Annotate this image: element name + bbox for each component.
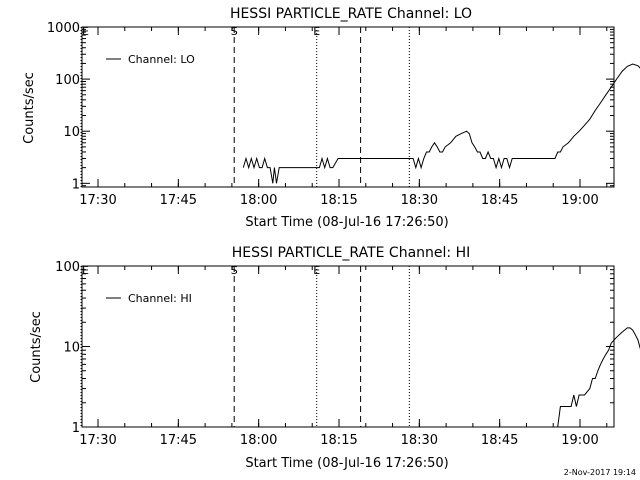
- bottom-x-tick-label: 17:45: [160, 433, 197, 448]
- top-x-tick-label: 19:00: [561, 193, 598, 208]
- top-plot-frame: [81, 26, 615, 188]
- top-x-tick-label: 18:30: [401, 193, 438, 208]
- top-chart-ylabel: Counts/sec: [22, 72, 37, 144]
- top-x-tick-label: 18:45: [481, 193, 518, 208]
- top-x-tick-label: 17:30: [79, 193, 116, 208]
- bottom-x-tick-label: 18:30: [401, 433, 438, 448]
- top-y-tick-label: 1000: [47, 21, 80, 36]
- top-marker-label: S: [231, 25, 238, 38]
- bottom-chart-xlabel: Start Time (08-Jul-16 17:26:50): [245, 456, 448, 471]
- top-x-tick-label: 18:00: [240, 193, 277, 208]
- bottom-legend-label: Channel: HI: [128, 292, 192, 305]
- bottom-marker-label: E: [82, 264, 89, 277]
- bottom-y-tick-label: 100: [55, 260, 80, 275]
- top-marker-label: E: [82, 25, 89, 38]
- top-chart: 17:30 17:45 18:00 18:15 18:30 18:45 19:00 1 10 10…: [47, 21, 640, 208]
- bottom-chart-ylabel: Counts/sec: [29, 311, 44, 383]
- plots-layer: 17:30 17:45 18:00 18:15 18:30 18:45 19:00 1 10 10…: [47, 21, 640, 448]
- top-x-tick-label: 17:45: [160, 193, 197, 208]
- bottom-x-tick-label: 18:15: [320, 433, 357, 448]
- bottom-x-tick-label: 18:45: [481, 433, 518, 448]
- top-marker-label: E: [313, 25, 320, 38]
- top-y-tick-label: 100: [55, 73, 80, 88]
- bottom-chart-title: HESSI PARTICLE_RATE Channel: HI: [232, 245, 470, 261]
- top-series-line-0: [242, 63, 640, 184]
- top-x-tick-label: 18:15: [320, 193, 357, 208]
- bottom-series-line-0: [552, 327, 640, 428]
- bottom-marker-label: E: [313, 264, 320, 277]
- bottom-marker-label: S: [231, 264, 238, 277]
- bottom-chart: 17:30 17:45 18:00 18:15 18:30 18:45 19:00 1 10 10…: [55, 260, 640, 448]
- top-y-tick-label: 1: [72, 177, 80, 192]
- top-legend-label: Channel: LO: [128, 53, 195, 66]
- bottom-y-tick-label: 10: [63, 341, 80, 356]
- top-chart-xlabel: Start Time (08-Jul-16 17:26:50): [245, 215, 448, 230]
- top-chart-title: HESSI PARTICLE_RATE Channel: LO: [230, 6, 472, 22]
- footer-date: 2-Nov-2017 19:14: [564, 468, 636, 477]
- top-y-tick-label: 10: [63, 125, 80, 140]
- bottom-y-tick-label: 1: [72, 421, 80, 436]
- bottom-x-tick-label: 19:00: [561, 433, 598, 448]
- bottom-x-tick-label: 18:00: [240, 433, 277, 448]
- bottom-x-tick-label: 17:30: [79, 433, 116, 448]
- bottom-plot-frame: [81, 265, 615, 428]
